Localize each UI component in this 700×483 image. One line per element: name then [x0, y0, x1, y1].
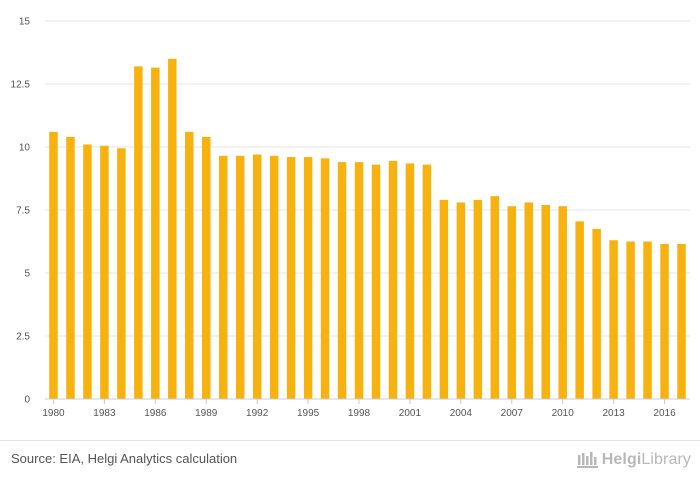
bar-2009	[541, 204, 550, 399]
bar-1989	[202, 136, 211, 400]
bar-1994	[286, 157, 296, 399]
y-tick-label: 0	[24, 395, 30, 406]
bar-2014	[626, 241, 635, 399]
x-tick-label: 1995	[297, 408, 320, 419]
bar-2007	[507, 206, 517, 399]
bar-1990	[218, 155, 228, 399]
source-note: Source: EIA, Helgi Analytics calculation	[11, 451, 238, 466]
bar-2011	[575, 221, 584, 399]
bar-2003	[439, 199, 449, 399]
bar-2012	[592, 228, 601, 399]
bar-2006	[490, 196, 500, 399]
bar-2016	[660, 244, 669, 399]
x-tick-label: 2004	[450, 408, 473, 419]
y-tick-label: 7.5	[16, 206, 30, 217]
bar-2013	[609, 240, 618, 399]
y-tick-label: 15	[19, 17, 31, 28]
y-tick-label: 10	[19, 143, 31, 154]
bar-1995	[303, 157, 313, 399]
bar-1986	[151, 67, 160, 400]
bar-2002	[422, 164, 432, 399]
bar-2001	[405, 163, 415, 399]
bar-1991	[235, 155, 245, 399]
bars	[49, 58, 686, 400]
bar-2017	[677, 244, 686, 399]
bar-1988	[185, 131, 194, 399]
x-tick-label: 1992	[246, 408, 269, 419]
x-tick-label: 1983	[93, 408, 116, 419]
x-tick-label: 2013	[602, 408, 625, 419]
x-tick-label: 2016	[653, 408, 676, 419]
bar-1984	[117, 148, 126, 399]
y-axis-tick-labels: 0 2.5 5 7.5 10 12.5 15	[11, 17, 31, 406]
bar-2010	[558, 206, 567, 399]
bar-1987	[168, 58, 177, 400]
bar-2015	[643, 241, 652, 399]
bar-1980	[49, 131, 58, 399]
bar-1982	[83, 144, 92, 399]
x-tick-label: 2007	[501, 408, 524, 419]
bar-1997	[337, 162, 347, 399]
bar-chart: 0 2.5 5 7.5 10 12.5 15 1980 1983 1986 1989 1992 199…	[11, 17, 690, 419]
x-axis-tick-labels: 1980 1983 1986 1989 1992 1995 1998 2001 2004 2007…	[42, 399, 676, 419]
bar-1983	[100, 145, 109, 399]
helgi-library-logo[interactable]: HelgiLibrary	[576, 449, 691, 471]
x-tick-label: 1986	[144, 408, 167, 419]
logo-name: Helgi	[601, 451, 642, 468]
footer-divider	[0, 440, 700, 441]
x-tick-label: 2001	[399, 408, 422, 419]
bar-1999	[371, 164, 381, 399]
x-tick-label: 1989	[195, 408, 218, 419]
y-tick-label: 12.5	[11, 80, 31, 91]
bar-2000	[388, 160, 398, 399]
logo-suffix: Library	[641, 451, 691, 468]
bar-1992	[252, 154, 262, 399]
helgi-library-icon	[576, 452, 598, 468]
x-tick-label: 1980	[42, 408, 65, 419]
bar-1998	[354, 162, 364, 399]
footer: Source: EIA, Helgi Analytics calculation…	[0, 440, 700, 483]
y-tick-label: 2.5	[16, 332, 30, 343]
y-tick-label: 5	[24, 269, 30, 280]
x-tick-label: 1998	[348, 408, 371, 419]
bar-1985	[134, 66, 143, 400]
bar-2008	[524, 202, 533, 399]
x-tick-label: 2010	[552, 408, 575, 419]
logo-text: HelgiLibrary	[602, 451, 691, 469]
bar-1996	[320, 158, 330, 399]
bar-2004	[456, 202, 466, 399]
bar-2005	[473, 199, 483, 399]
bar-1993	[269, 155, 279, 399]
bar-1981	[66, 136, 75, 400]
